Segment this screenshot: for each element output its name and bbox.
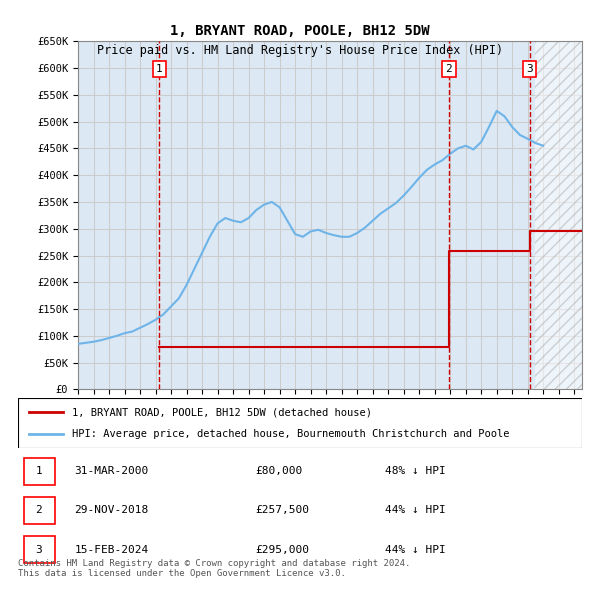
FancyBboxPatch shape — [23, 497, 55, 524]
Text: HPI: Average price, detached house, Bournemouth Christchurch and Poole: HPI: Average price, detached house, Bour… — [71, 430, 509, 440]
Text: £257,500: £257,500 — [255, 506, 309, 515]
Text: 1, BRYANT ROAD, POOLE, BH12 5DW: 1, BRYANT ROAD, POOLE, BH12 5DW — [170, 24, 430, 38]
FancyBboxPatch shape — [18, 398, 582, 448]
Bar — [535, 41, 582, 389]
Text: 31-MAR-2000: 31-MAR-2000 — [74, 466, 149, 476]
Text: 44% ↓ HPI: 44% ↓ HPI — [385, 545, 445, 555]
Text: 2: 2 — [35, 506, 42, 515]
Text: 44% ↓ HPI: 44% ↓ HPI — [385, 506, 445, 515]
Text: Price paid vs. HM Land Registry's House Price Index (HPI): Price paid vs. HM Land Registry's House … — [97, 44, 503, 57]
Text: 1: 1 — [35, 466, 42, 476]
Text: 29-NOV-2018: 29-NOV-2018 — [74, 506, 149, 515]
FancyBboxPatch shape — [23, 536, 55, 563]
Text: 2: 2 — [446, 64, 452, 74]
Text: 48% ↓ HPI: 48% ↓ HPI — [385, 466, 445, 476]
Text: 3: 3 — [35, 545, 42, 555]
Text: Contains HM Land Registry data © Crown copyright and database right 2024.
This d: Contains HM Land Registry data © Crown c… — [18, 559, 410, 578]
Text: £80,000: £80,000 — [255, 466, 302, 476]
Text: 15-FEB-2024: 15-FEB-2024 — [74, 545, 149, 555]
Text: 1, BRYANT ROAD, POOLE, BH12 5DW (detached house): 1, BRYANT ROAD, POOLE, BH12 5DW (detache… — [71, 407, 371, 417]
Text: 1: 1 — [156, 64, 163, 74]
FancyBboxPatch shape — [23, 458, 55, 484]
Text: 3: 3 — [526, 64, 533, 74]
Text: £295,000: £295,000 — [255, 545, 309, 555]
